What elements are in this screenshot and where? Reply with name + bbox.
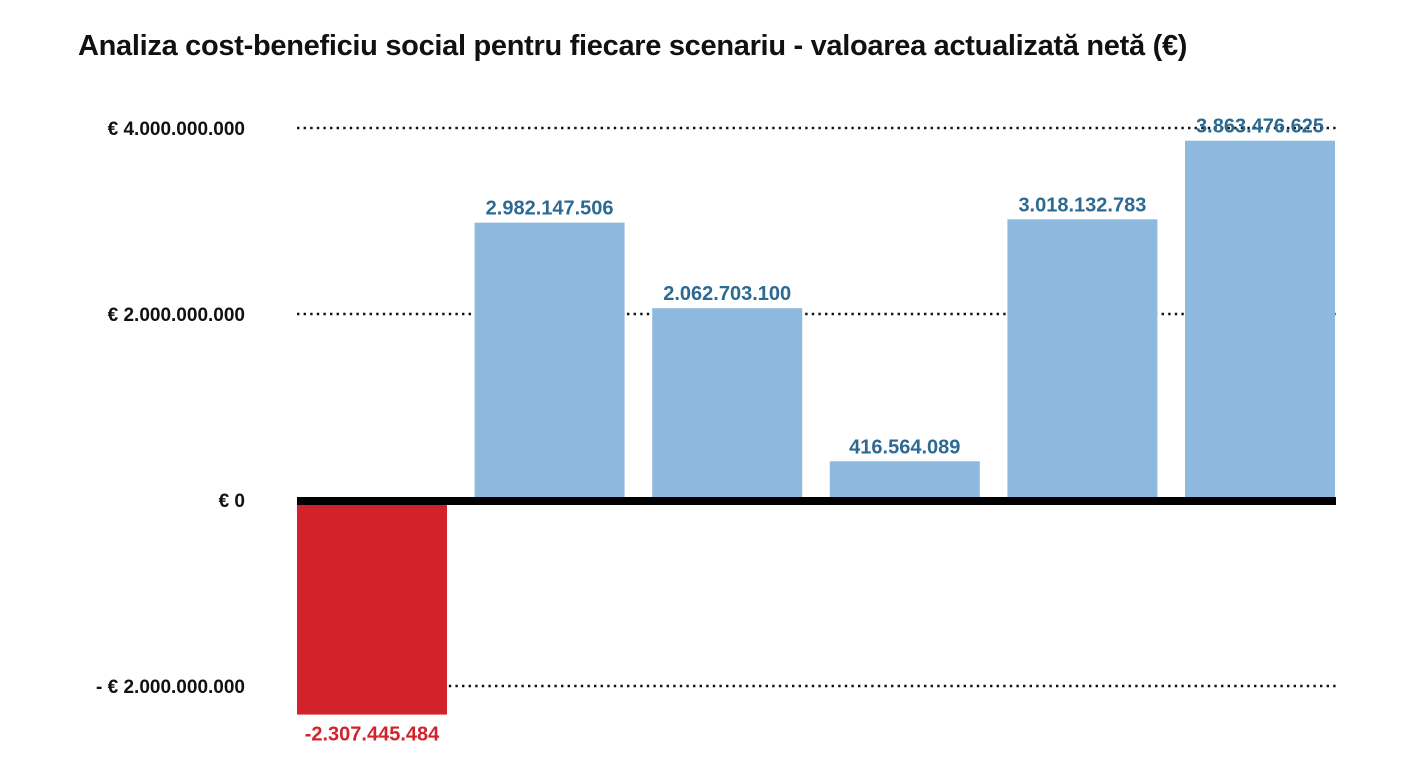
data-label: 3.863.476.625	[1196, 116, 1324, 138]
chart-title: Analiza cost-beneficiu social pentru fie…	[78, 30, 1188, 62]
data-labels: -2.307.445.484 2.982.147.506 2.062.703.100…	[305, 116, 1324, 746]
y-tick-label: € 2.000.000.000	[108, 305, 245, 326]
y-axis-tick-labels: € 4.000.000.000 € 2.000.000.000 € 0 - € 2.0…	[96, 119, 245, 698]
bar	[652, 308, 803, 500]
y-tick-label: € 0	[219, 491, 245, 512]
zero-line	[297, 497, 1336, 505]
y-tick-label: - € 2.000.000.000	[96, 677, 245, 698]
bar	[1185, 140, 1335, 501]
data-label: 416.564.089	[849, 436, 960, 458]
y-tick-label: € 4.000.000.000	[108, 119, 245, 140]
data-label: 2.982.147.506	[486, 198, 614, 220]
bar	[297, 500, 447, 715]
gridlines	[297, 126, 1336, 688]
bar	[1007, 219, 1158, 500]
bars	[297, 140, 1335, 715]
bar	[829, 461, 980, 500]
zero-baseline	[297, 497, 1336, 505]
bar	[474, 222, 625, 500]
data-label: 3.018.132.783	[1018, 194, 1146, 216]
data-label: -2.307.445.484	[305, 724, 440, 746]
data-label: 2.062.703.100	[663, 283, 791, 305]
